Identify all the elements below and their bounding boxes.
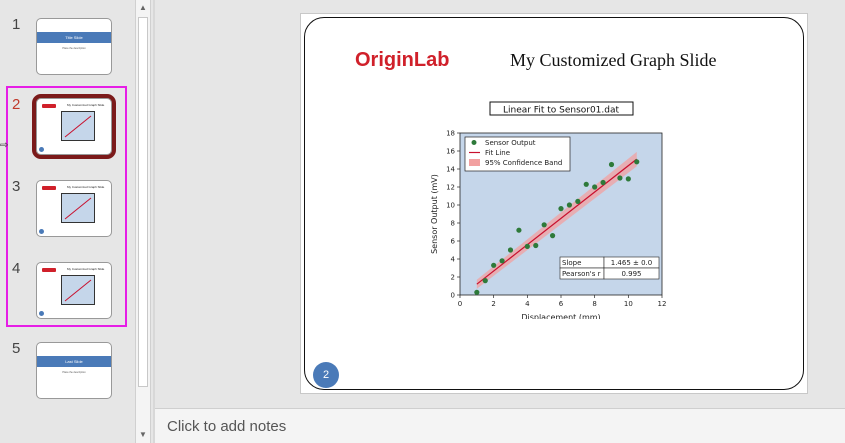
chart[interactable]: Linear Fit to Sensor01.dat 0 2 4 6 8 10 12 0 2 4 6 8… — [425, 99, 675, 319]
legend-box — [464, 136, 571, 172]
y-tick-label: 16 — [446, 148, 455, 156]
scroll-up-button[interactable]: ▲ — [139, 3, 147, 12]
data-point — [592, 184, 598, 190]
thumbnail-subtitle: Place the description — [62, 371, 86, 374]
thumbnail-chart — [61, 111, 95, 141]
data-point — [491, 262, 497, 268]
thumbnail-title: My Customized Graph Slide — [67, 103, 105, 107]
chart-title: Linear Fit to Sensor01.dat — [503, 106, 620, 116]
slide-frame: OriginLab My Customized Graph Slide Line… — [304, 17, 804, 390]
y-tick-label: 4 — [451, 256, 456, 264]
slide-thumbnail-1[interactable]: Title Slide Place the description — [36, 18, 112, 75]
notes-pane[interactable]: Click to add notes — [155, 408, 845, 443]
data-point — [474, 289, 480, 295]
thumbnail-badge-icon — [39, 147, 44, 152]
y-tick-label: 8 — [451, 220, 455, 228]
x-tick-label: 6 — [559, 300, 564, 308]
x-tick-label: 12 — [658, 300, 667, 308]
stats-label: Slope — [562, 259, 581, 267]
x-tick-label: 4 — [525, 300, 530, 308]
data-point — [608, 161, 615, 168]
thumbnail-title: My Customized Graph Slide — [67, 185, 105, 189]
y-tick-label: 2 — [451, 274, 455, 282]
slide-thumbnail-2[interactable]: My Customized Graph Slide — [32, 94, 116, 159]
data-point — [507, 247, 514, 253]
slide-title[interactable]: My Customized Graph Slide — [510, 50, 717, 70]
legend-marker — [469, 159, 480, 166]
thumbnail-number: 3 — [12, 178, 21, 195]
thumbnail-number: 2 — [12, 96, 21, 113]
stats-label: Pearson's r — [562, 270, 601, 278]
pane-divider[interactable] — [153, 0, 155, 443]
stats-value: 1.465 ± 0.0 — [611, 259, 653, 267]
thumbnail-scrollbar[interactable]: ▲ ▼ — [135, 0, 151, 443]
data-point — [575, 198, 581, 204]
chart-title-box — [489, 101, 634, 116]
logo-text: OriginLab — [355, 49, 449, 71]
thumbnail-title-band: Title Slide — [37, 32, 111, 43]
thumbnail-title-band: Last Slide — [37, 356, 111, 367]
legend-label: Sensor Output — [485, 139, 536, 147]
stats-value: 0.995 — [621, 270, 641, 278]
thumbnail-title: My Customized Graph Slide — [67, 267, 105, 271]
y-axis-label: Sensor Output (mV) — [430, 174, 439, 254]
thumbnail-logo-icon — [42, 104, 56, 108]
data-point — [499, 258, 505, 264]
data-point — [625, 176, 631, 182]
mouse-cursor-icon: ⇨ — [0, 140, 9, 151]
slide-number-badge: 2 — [313, 362, 339, 388]
scroll-down-button[interactable]: ▼ — [139, 430, 147, 439]
slide-canvas[interactable]: OriginLab My Customized Graph Slide Line… — [300, 13, 808, 394]
data-point — [558, 206, 564, 212]
y-tick-label: 10 — [446, 202, 455, 210]
data-point — [482, 278, 488, 284]
x-tick-label: 0 — [458, 300, 462, 308]
slide-thumbnail-5[interactable]: Last Slide Place the description — [36, 342, 112, 399]
thumbnail-number: 1 — [12, 16, 21, 33]
data-point — [549, 233, 556, 239]
y-tick-label: 14 — [446, 166, 455, 174]
thumbnail-logo-icon — [42, 186, 56, 190]
legend-label: 95% Confidence Band — [485, 159, 562, 167]
x-tick-label: 8 — [592, 300, 596, 308]
fit-line — [476, 158, 638, 285]
data-point — [600, 179, 606, 186]
x-tick-label: 10 — [624, 300, 633, 308]
thumbnail-subtitle: Place the description — [62, 47, 86, 50]
legend-marker — [471, 140, 477, 145]
data-point — [566, 202, 573, 208]
data-point — [524, 243, 530, 249]
thumbnail-number: 4 — [12, 260, 21, 277]
x-tick-label: 2 — [491, 300, 495, 308]
scroll-thumb[interactable] — [138, 17, 148, 387]
thumbnail-chart — [61, 193, 95, 223]
notes-placeholder: Click to add notes — [167, 418, 287, 435]
thumbnail-badge-icon — [39, 311, 44, 316]
data-point — [634, 159, 640, 165]
data-point — [541, 222, 547, 228]
originlab-logo: OriginLab — [355, 49, 449, 71]
legend-label: Fit Line — [485, 149, 510, 157]
data-point — [533, 242, 539, 249]
y-tick-label: 18 — [446, 130, 455, 138]
thumbnail-logo-icon — [42, 268, 56, 272]
slide-thumbnail-3[interactable]: My Customized Graph Slide — [36, 180, 112, 237]
thumbnail-chart — [61, 275, 95, 305]
x-axis-label: Displacement (mm) — [521, 313, 600, 319]
slide-thumbnail-pane: 1 Title Slide Place the description 2 My Cus… — [0, 0, 135, 443]
y-tick-label: 12 — [446, 184, 455, 192]
thumbnail-number: 5 — [12, 340, 21, 357]
y-tick-label: 0 — [451, 292, 455, 300]
slide-thumbnail-4[interactable]: My Customized Graph Slide — [36, 262, 112, 319]
stats-cell — [603, 267, 660, 280]
data-point — [516, 227, 522, 233]
y-tick-label: 6 — [451, 238, 456, 246]
thumbnail-selection-box — [6, 86, 127, 327]
thumbnail-badge-icon — [39, 229, 44, 234]
data-point — [583, 181, 589, 187]
data-point — [617, 175, 623, 181]
